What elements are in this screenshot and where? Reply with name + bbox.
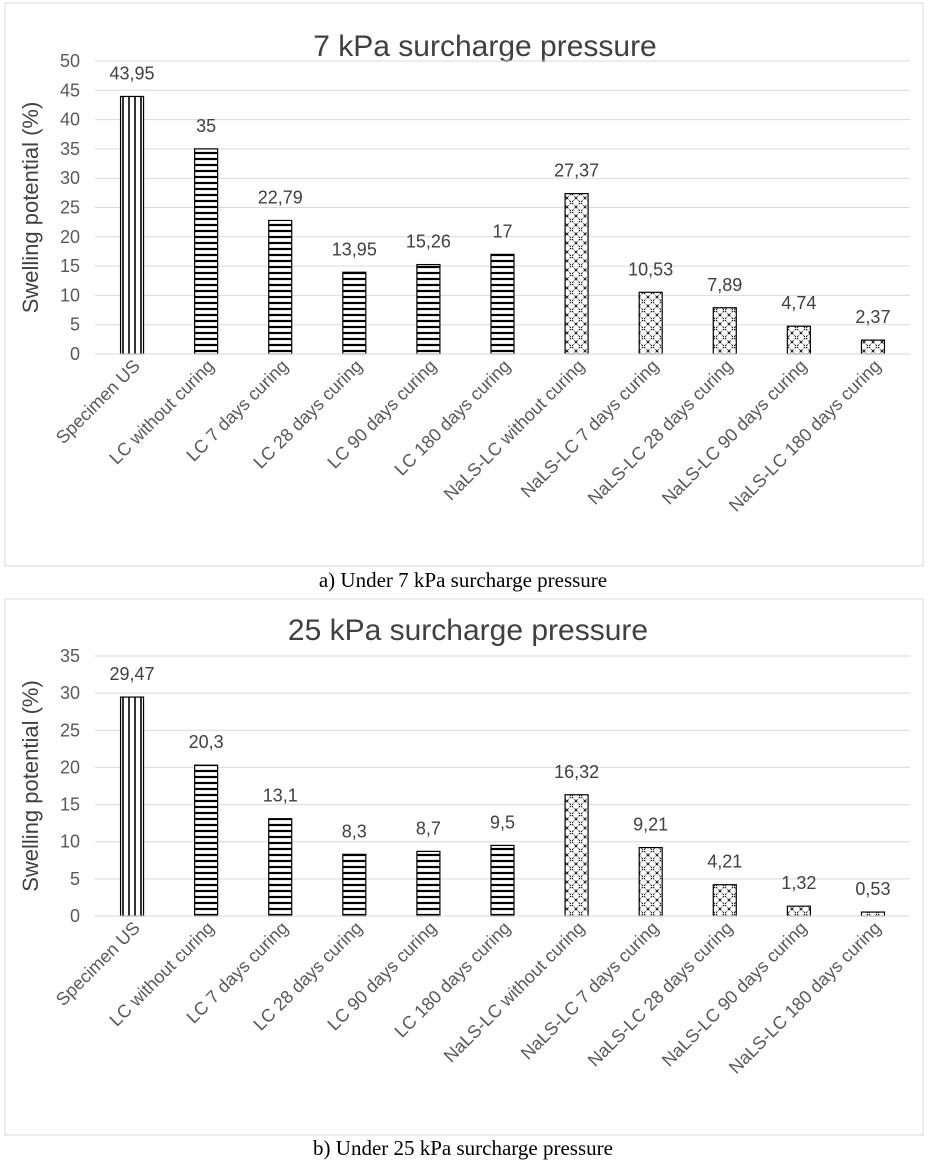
chart-frame	[4, 598, 924, 1136]
y-tick-label: 15	[60, 256, 80, 276]
chart-frame	[4, 2, 924, 567]
y-tick-label: 30	[60, 168, 80, 188]
data-label: 0,53	[855, 879, 890, 899]
y-tick-label: 20	[60, 757, 80, 777]
bar	[712, 307, 737, 355]
y-tick-label: 10	[60, 832, 80, 852]
y-tick-label: 40	[60, 110, 80, 130]
y-tick-label: 10	[60, 285, 80, 305]
bar	[416, 850, 441, 917]
data-label: 4,74	[781, 293, 816, 313]
bar	[342, 271, 367, 355]
bar	[490, 844, 515, 917]
bar	[712, 884, 737, 917]
data-label: 35	[196, 116, 216, 136]
data-label: 7,89	[707, 275, 742, 295]
bar	[342, 853, 367, 917]
bar	[119, 95, 145, 355]
y-axis-ticks: 0 5 10 15 20 25 30 35 40 45 50	[60, 51, 80, 364]
data-label: 9,5	[490, 812, 515, 832]
data-label: 22,79	[258, 187, 303, 207]
data-label: 1,32	[781, 873, 816, 893]
y-tick-label: 25	[60, 720, 80, 740]
data-label: 13,1	[263, 786, 298, 806]
data-label: 10,53	[628, 259, 673, 279]
y-tick-label: 30	[60, 683, 80, 703]
bar	[416, 263, 441, 355]
y-tick-label: 5	[70, 315, 80, 335]
data-label: 4,21	[707, 852, 742, 872]
bars	[119, 696, 886, 917]
y-tick-label: 45	[60, 80, 80, 100]
bar	[786, 325, 811, 355]
y-tick-label: 50	[60, 51, 80, 71]
bar	[194, 764, 219, 917]
bar	[194, 148, 219, 355]
data-label: 16,32	[554, 762, 599, 782]
gridlines	[95, 60, 910, 326]
bar	[564, 794, 589, 917]
y-tick-label: 35	[60, 139, 80, 159]
data-label: 13,95	[332, 239, 377, 259]
chart-title: 25 kPa surcharge pressure	[288, 614, 648, 647]
y-tick-label: 15	[60, 795, 80, 815]
data-label: 8,3	[342, 821, 367, 841]
caption-b: b) Under 25 kPa surcharge pressure	[313, 1136, 613, 1160]
y-tick-label: 35	[60, 646, 80, 666]
caption-a: a) Under 7 kPa surcharge pressure	[319, 568, 607, 592]
y-tick-label: 25	[60, 198, 80, 218]
y-axis-label: Swelling potential (%)	[18, 680, 43, 892]
bar	[268, 219, 293, 355]
y-axis-label: Swelling potential (%)	[18, 102, 43, 314]
data-labels: 29,47 20,3 13,1 8,3 8,7 9,5 16,32 9,21 4,21 1,32 0…	[110, 664, 891, 899]
data-label: 15,26	[406, 232, 451, 252]
data-label: 2,37	[855, 307, 890, 327]
y-tick-label: 20	[60, 227, 80, 247]
bar	[860, 339, 886, 355]
bar	[638, 291, 663, 355]
data-label: 9,21	[633, 815, 668, 835]
bar	[490, 253, 515, 355]
bar	[564, 193, 589, 355]
chart-panel-a: 7 kPa surcharge pressure 051015202530354…	[4, 2, 924, 567]
data-label: 27,37	[554, 161, 599, 181]
data-label: 8,7	[416, 818, 441, 838]
bar	[860, 911, 886, 917]
data-labels: 43,95 35 22,79 13,95 15,26 17 27,37 10,53 7,89 4,…	[110, 63, 891, 327]
bar	[268, 818, 293, 917]
chart-panel-b: 25 kPa surcharge pressure 0 5 10 15 20 25 30 35…	[4, 598, 924, 1136]
data-label: 20,3	[189, 732, 224, 752]
data-label: 29,47	[110, 664, 155, 684]
data-label: 43,95	[110, 63, 155, 83]
y-tick-label: 5	[70, 869, 80, 889]
y-tick-label: 0	[70, 906, 80, 926]
data-label: 17	[492, 221, 512, 241]
y-tick-label: 0	[70, 344, 80, 364]
y-axis-ticks: 0 5 10 15 20 25 30 35	[60, 646, 80, 926]
chart-title: 7 kPa surcharge pressure	[313, 30, 657, 63]
bar	[119, 696, 145, 917]
bar	[786, 905, 811, 917]
bar	[638, 846, 663, 917]
